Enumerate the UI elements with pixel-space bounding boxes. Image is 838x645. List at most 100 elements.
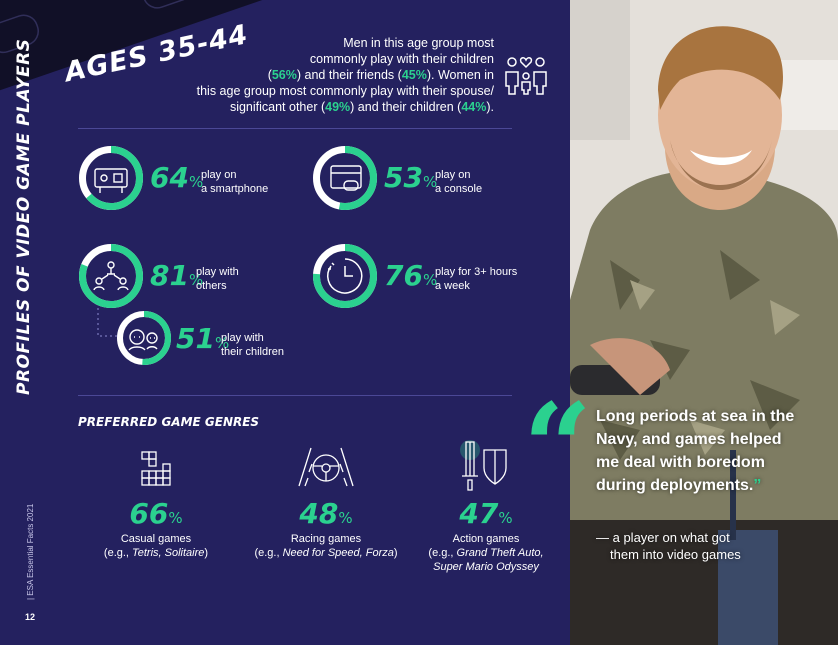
progress-ring [79,244,143,308]
genre-examples: (e.g., Tetris, Solitaire) [76,546,236,560]
stat-label-line: a console [435,183,483,195]
genre-ex-text: ) [204,547,209,559]
ring-progress [313,146,377,210]
genre-ex-titles: Super Mario Odyssey [433,561,539,573]
steering-wheel-icon [298,447,354,487]
genre-value: 47% [406,497,566,530]
stat-label: play on a smartphone [201,168,268,196]
genre-name: Racing games [290,533,362,545]
genre-ex-text: (e.g., [103,547,133,559]
genre-value: 66% [76,497,236,530]
stat-number: 53 [384,161,423,194]
genre-examples: Super Mario Odyssey [406,560,566,574]
genre-examples: (e.g., Need for Speed, Forza) [246,546,406,560]
intro-line: (56%) and their friends (45%). Women in [164,67,494,83]
intro-text: significant other ( [229,100,326,114]
genre-ex-text: ) [393,547,398,559]
people-icon [93,261,129,291]
stat-label: play with others [196,265,239,293]
soldier-photo-illustration [570,0,838,645]
stat-number: 76 [384,259,423,292]
progress-ring [313,146,377,210]
quote-body: Long periods at sea in the Navy, and gam… [596,408,795,494]
percent-sign: % [422,271,438,289]
genre-number: 48 [299,497,339,530]
genres-heading: PREFERRED GAME GENRES [78,415,260,429]
stat-label-line: play on [201,169,237,181]
ring-progress [117,311,171,365]
blocks-icon [141,451,171,486]
intro-text: ). [486,100,494,114]
title-banner [0,0,460,102]
intro-stat: 44% [461,100,487,114]
controller-pattern-icon [0,0,193,54]
genre-examples: (e.g., Grand Theft Auto, [406,546,566,560]
attribution-line: them into video games [610,547,741,562]
intro-text: ) and their friends ( [296,68,402,82]
console-icon [330,165,362,191]
section-title: PROFILES OF VIDEO GAME PLAYERS [14,38,34,395]
genre-ex-titles: Need for Speed, Forza [282,547,394,559]
genre-ex-titles: Grand Theft Auto, [456,547,544,559]
ring-progress [79,244,143,308]
stat-label-line: play on [435,169,471,181]
stat-label-line: play with [221,332,264,344]
genre-name: Action games [452,533,520,545]
smartphone-icon [94,168,128,193]
parent-child-icon [128,329,158,351]
stat-label-line: their children [221,346,284,358]
percent-sign: % [188,173,204,191]
genre-number: 66 [129,497,169,530]
intro-paragraph: Men in this age group most commonly play… [164,35,494,115]
intro-stat: 45% [401,68,427,82]
stat-label: play for 3+ hours a week [435,265,517,293]
stat-number: 64 [150,161,189,194]
gamer-photo [570,0,838,645]
divider [78,128,512,129]
stat-label-line: play with [196,266,239,278]
intro-stat: 56% [271,68,297,82]
footer-publication: | ESA Essential Facts 2021 [26,503,35,600]
stat-label: play on a console [435,168,482,196]
stat-value: 64% [150,161,203,194]
attribution-line: — a player on what got [596,530,730,545]
genre-ex-text: (e.g., [254,547,283,559]
percent-sign: % [422,173,438,191]
divider [78,395,512,396]
percent-sign: % [188,271,204,289]
left-sidebar: PROFILES OF VIDEO GAME PLAYERS | ESA Ess… [0,0,55,645]
stat-label-line: a week [435,280,470,292]
genre-action: 47% Action games (e.g., Grand Theft Auto… [406,497,566,574]
open-quote-mark: “ [523,377,593,518]
stat-number: 81 [150,259,189,292]
intro-text: ( [267,68,272,82]
percent-sign: % [168,509,183,527]
intro-line: significant other (49%) and their childr… [164,99,494,115]
quote-text: Long periods at sea in the Navy, and gam… [596,405,806,497]
stat-value: 76% [384,259,437,292]
close-quote-mark: ” [753,477,762,494]
stat-value: 53% [384,161,437,194]
progress-ring [79,146,143,210]
sword-shield-icon [460,440,507,491]
percent-sign: % [214,334,230,352]
quote-attribution: — a player on what got them into video g… [596,529,796,563]
stat-label: play with their children [221,331,284,359]
genre-value: 48% [246,497,406,530]
family-icon [505,57,547,95]
intro-line: Men in this age group most [343,36,494,50]
percent-sign: % [338,509,353,527]
stat-label-line: play for 3+ hours [435,266,518,278]
percent-sign: % [498,509,513,527]
stat-label-line: a smartphone [201,183,269,195]
clock-icon [327,258,363,294]
stat-value: 51% [176,322,229,355]
intro-text: ) and their children ( [350,100,462,114]
intro-stat: 49% [325,100,351,114]
stat-value: 81% [150,259,203,292]
genre-name: Casual games [120,533,192,545]
page-number: 12 [25,612,36,622]
genre-ex-titles: Tetris, Solitaire [132,547,205,559]
genre-casual: 66% Casual games (e.g., Tetris, Solitair… [76,497,236,560]
